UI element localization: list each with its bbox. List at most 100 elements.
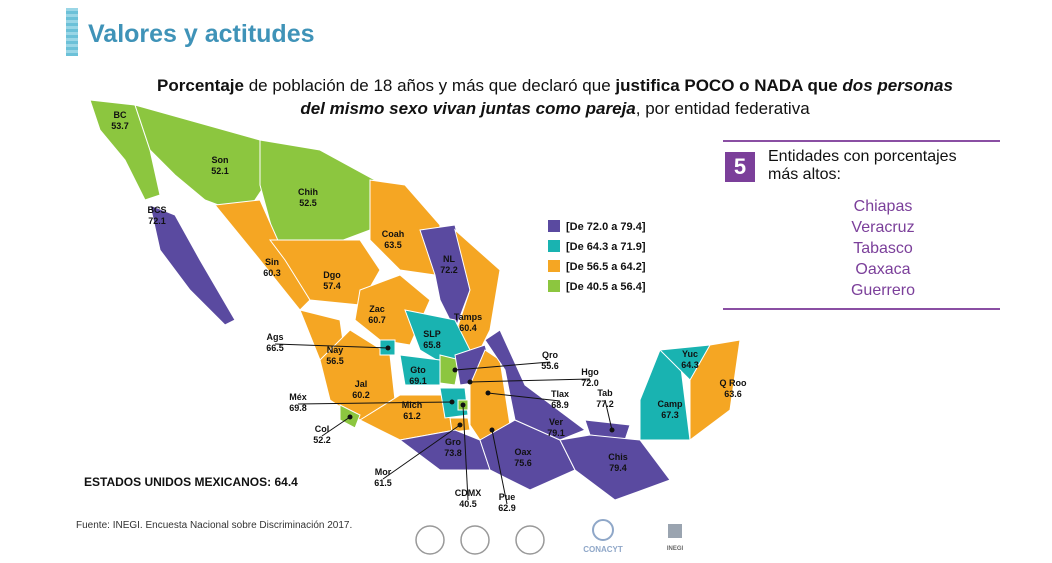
- state-shape: [484, 329, 587, 441]
- national-total: ESTADOS UNIDOS MEXICANOS: 64.4: [84, 475, 298, 489]
- state-code: Ver: [549, 417, 564, 427]
- legend-swatch: [548, 260, 560, 272]
- state-code: Tlax: [551, 389, 569, 399]
- state-code: Tab: [597, 388, 613, 398]
- state-value: 40.5: [459, 499, 477, 509]
- leader-dot: [609, 427, 615, 433]
- national-value: 64.4: [274, 475, 298, 489]
- state-value: 63.5: [384, 240, 402, 250]
- state-value: 60.7: [368, 315, 386, 325]
- leader-dot: [449, 399, 455, 405]
- state-value: 56.5: [326, 356, 344, 366]
- state-code: BCS: [147, 205, 166, 215]
- leader-dot: [460, 402, 466, 408]
- leader-line: [469, 378, 591, 383]
- state-value: 64.3: [681, 360, 699, 370]
- state-code: Q Roo: [720, 378, 747, 388]
- state-value: 61.5: [374, 478, 392, 488]
- state-code: Chis: [608, 452, 628, 462]
- state-value: 60.3: [263, 268, 281, 278]
- state-code: Nay: [327, 345, 344, 355]
- leader-dot: [485, 390, 491, 396]
- legend-label: [De 64.3 a 71.9]: [566, 241, 646, 253]
- state-value: 63.6: [724, 389, 742, 399]
- logo: [460, 525, 490, 555]
- state-code: Jal: [355, 379, 368, 389]
- state-code: Oax: [514, 447, 531, 457]
- top5-item: Veracruz: [851, 219, 915, 236]
- logo: [668, 524, 682, 538]
- top5-item: Guerrero: [850, 282, 916, 299]
- state-value: 75.6: [514, 458, 532, 468]
- state-code: NL: [443, 254, 455, 264]
- legend-swatch: [548, 220, 560, 232]
- title: Valores y actitudes: [88, 20, 315, 48]
- top5-item: Chiapas: [853, 198, 913, 215]
- state-value: 62.9: [498, 503, 516, 513]
- subtitle-part: de población de 18 años y más que declar…: [243, 76, 616, 95]
- leader-dot: [457, 422, 463, 428]
- state-shape: [439, 354, 461, 386]
- leader-dot: [452, 367, 458, 373]
- logo: [592, 519, 614, 541]
- state-value: 66.5: [266, 343, 284, 353]
- national-label: ESTADOS UNIDOS MEXICANOS:: [84, 475, 272, 489]
- subtitle-part: , por entidad federativa: [635, 99, 810, 118]
- state-code: Mor: [375, 467, 392, 477]
- state-code: Gro: [445, 437, 462, 447]
- top5-item: Oaxaca: [855, 261, 911, 278]
- subtitle-part: dos personas del mismo sexo vivan juntas…: [300, 76, 953, 118]
- state-code: Pue: [499, 492, 516, 502]
- state-value: 52.5: [299, 198, 317, 208]
- leader-dot: [489, 427, 495, 433]
- leader-line: [321, 416, 351, 437]
- state-code: Sin: [265, 257, 279, 267]
- state-value: 61.2: [403, 411, 421, 421]
- top5-number: 5: [725, 152, 755, 182]
- logo: [515, 525, 545, 555]
- state-shape: [149, 204, 236, 326]
- leader-line: [297, 401, 453, 405]
- state-shape: [259, 139, 376, 246]
- state-shape: [559, 434, 671, 501]
- state-code: Tamps: [454, 312, 482, 322]
- state-value: 72.1: [148, 216, 166, 226]
- leader-dot: [347, 414, 353, 420]
- state-code: Hgo: [581, 367, 599, 377]
- leader-line: [462, 404, 469, 501]
- state-shape: [639, 349, 691, 441]
- state-shape: [369, 179, 441, 276]
- top5-heading: Entidades con porcentajes más altos:: [768, 148, 957, 183]
- state-value: 77.2: [596, 399, 614, 409]
- state-code: Mich: [402, 400, 423, 410]
- logo-text: CONACYT: [583, 545, 623, 554]
- state-code: Camp: [657, 399, 683, 409]
- logo-text: INEGI: [667, 546, 684, 552]
- state-code: BC: [114, 110, 127, 120]
- leader-line: [382, 424, 461, 480]
- state-value: 55.6: [541, 361, 559, 371]
- state-code: Col: [315, 424, 330, 434]
- legend-swatch: [548, 280, 560, 292]
- state-value: 69.8: [289, 403, 307, 413]
- state-value: 72.2: [440, 265, 458, 275]
- state-code: Gto: [410, 365, 426, 375]
- state-value: 72.0: [581, 378, 599, 388]
- leader-line: [487, 392, 561, 402]
- top5-item: Tabasco: [853, 240, 913, 257]
- leader-line: [491, 429, 508, 505]
- state-value: 60.2: [352, 390, 370, 400]
- state-code: Coah: [382, 229, 405, 239]
- logo: [415, 525, 445, 555]
- title-bar: [66, 8, 78, 56]
- state-code: SLP: [423, 329, 441, 339]
- state-code: Yuc: [682, 349, 698, 359]
- state-code: Ags: [266, 332, 283, 342]
- legend-label: [De 40.5 a 56.4]: [566, 281, 646, 293]
- state-code: CDMX: [455, 488, 482, 498]
- state-shape: [134, 104, 266, 216]
- state-code: Zac: [369, 304, 385, 314]
- state-value: 79.1: [547, 428, 565, 438]
